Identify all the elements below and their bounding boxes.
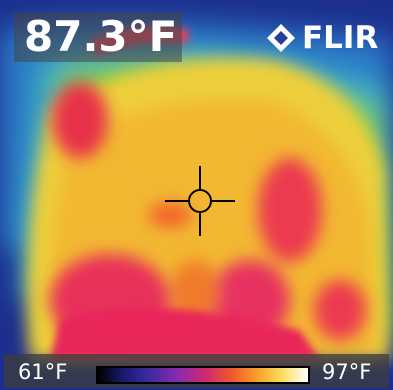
flir-diamond-logo-icon bbox=[267, 24, 295, 52]
color-scale-gradient bbox=[96, 366, 310, 384]
crosshair-icon bbox=[165, 166, 235, 236]
scale-min-label: 61°F bbox=[18, 360, 68, 384]
scale-max-label: 97°F bbox=[322, 360, 372, 384]
temperature-readout-panel bbox=[14, 12, 182, 62]
spot-temperature-readout: 87.3°F bbox=[24, 12, 178, 61]
brand-name: FLIR bbox=[302, 20, 379, 56]
flir-brand: FLIR bbox=[266, 20, 378, 56]
